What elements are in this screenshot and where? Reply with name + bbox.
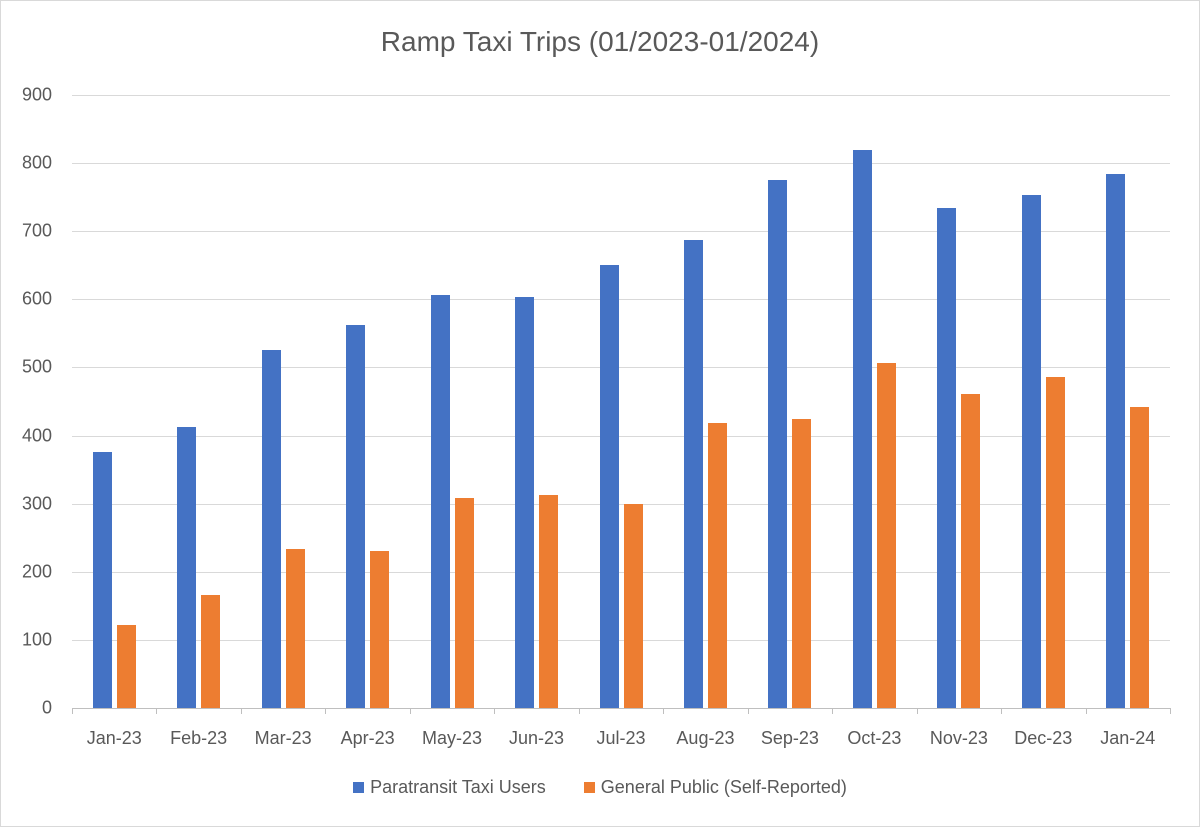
y-tick-label: 300 — [21, 493, 52, 514]
x-tick-mark — [72, 708, 73, 714]
y-tick-label: 0 — [41, 697, 52, 718]
gridline — [72, 367, 1170, 369]
bar-paratransit — [430, 295, 450, 708]
bar-paratransit — [599, 264, 619, 708]
x-tick-label: Feb-23 — [170, 728, 228, 748]
bar-general-public — [623, 504, 643, 708]
bar-paratransit — [92, 451, 112, 708]
y-tick-label: 800 — [21, 152, 52, 173]
y-tick-label: 600 — [21, 288, 52, 309]
bar-paratransit — [346, 324, 366, 708]
x-tick-mark — [747, 708, 749, 714]
gridline — [72, 299, 1170, 301]
x-tick-mark — [494, 708, 496, 714]
x-tick-label: Jul-23 — [596, 728, 646, 748]
x-tick-mark — [240, 708, 242, 714]
x-axis-line — [72, 708, 1170, 709]
bar-general-public — [370, 551, 390, 708]
bar-general-public — [285, 548, 305, 708]
gridline — [72, 571, 1170, 573]
gridline — [72, 231, 1170, 233]
x-tick-mark — [409, 708, 411, 714]
bar-general-public — [1045, 376, 1065, 708]
x-tick-mark — [916, 708, 918, 714]
gridline — [72, 639, 1170, 641]
bar-paratransit — [261, 350, 281, 708]
x-tick-mark — [663, 708, 665, 714]
bar-paratransit — [515, 297, 535, 708]
x-tick-label: Oct-23 — [847, 728, 902, 748]
bar-paratransit — [1106, 174, 1126, 708]
legend-item-general-public: General Public (Self-Reported) — [583, 777, 847, 798]
x-tick-label: Jan-23 — [86, 728, 142, 748]
x-tick-label: Nov-23 — [929, 728, 988, 748]
legend: Paratransit Taxi Users General Public (S… — [0, 777, 1200, 798]
y-tick-label: 400 — [21, 425, 52, 446]
x-tick-mark — [156, 708, 158, 714]
bar-general-public — [707, 423, 727, 708]
bar-general-public — [961, 394, 981, 708]
legend-label: General Public (Self-Reported) — [600, 777, 847, 797]
bar-paratransit — [852, 149, 872, 708]
bar-general-public — [1130, 406, 1150, 708]
bar-paratransit — [177, 426, 197, 708]
bar-general-public — [201, 594, 221, 708]
x-tick-label: Apr-23 — [340, 728, 395, 748]
legend-swatch-orange-icon — [583, 782, 595, 793]
x-tick-label: May-23 — [422, 728, 483, 748]
x-tick-label: Dec-23 — [1014, 728, 1073, 748]
x-tick-label: Mar-23 — [254, 728, 312, 748]
gridline — [72, 163, 1170, 165]
x-tick-mark — [578, 708, 580, 714]
x-tick-mark — [1085, 708, 1087, 714]
gridline — [72, 503, 1170, 505]
x-tick-label: Aug-23 — [676, 728, 735, 748]
y-tick-label: 700 — [21, 220, 52, 241]
x-tick-mark — [325, 708, 327, 714]
bar-paratransit — [937, 208, 957, 708]
gridline — [72, 435, 1170, 437]
legend-label: Paratransit Taxi Users — [370, 777, 546, 797]
x-tick-label: Sep-23 — [760, 728, 819, 748]
bar-paratransit — [1021, 195, 1041, 708]
x-tick-mark — [1170, 708, 1171, 714]
legend-item-paratransit: Paratransit Taxi Users — [353, 777, 546, 798]
chart-title: Ramp Taxi Trips (01/2023-01/2024) — [380, 26, 820, 57]
bar-general-public — [116, 624, 136, 708]
bar-paratransit — [683, 240, 703, 708]
gridline — [72, 95, 1170, 96]
plot-area — [72, 95, 1170, 708]
x-tick-label: Jan-24 — [1100, 728, 1156, 748]
y-tick-label: 100 — [21, 629, 52, 650]
legend-swatch-blue-icon — [353, 782, 365, 793]
bar-general-public — [539, 494, 559, 708]
y-tick-label: 200 — [21, 561, 52, 582]
bar-general-public — [792, 419, 812, 708]
y-tick-label: 500 — [21, 356, 52, 377]
bar-paratransit — [768, 180, 788, 708]
x-tick-label: Jun-23 — [509, 728, 565, 748]
bar-general-public — [876, 363, 896, 708]
bar-general-public — [454, 497, 474, 708]
x-tick-mark — [1001, 708, 1003, 714]
x-tick-mark — [832, 708, 834, 714]
y-tick-label: 900 — [21, 84, 52, 105]
